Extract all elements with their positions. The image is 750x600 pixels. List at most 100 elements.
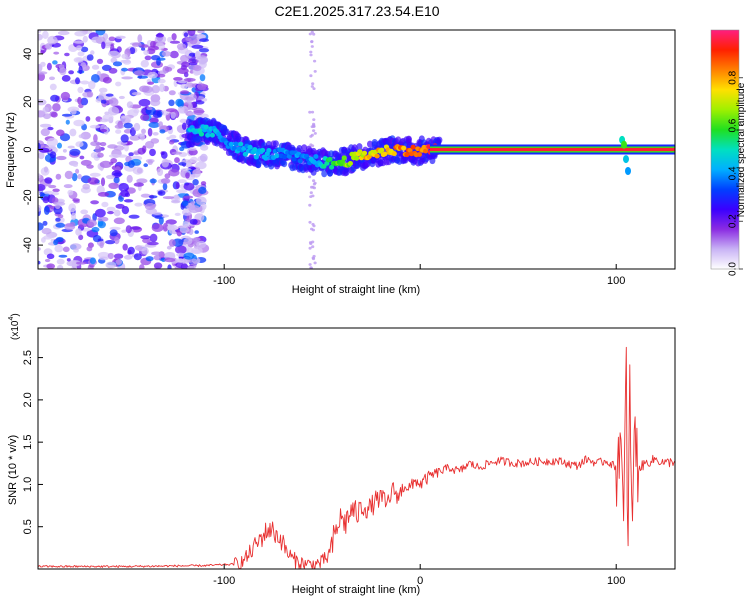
spectrogram-noise-blob <box>143 49 149 56</box>
spectrogram-noise-blob <box>121 76 133 80</box>
spectrogram-ridge-blob <box>252 147 258 152</box>
spectrogram-noise-blob <box>188 228 194 235</box>
spectrogram-noise-blob <box>148 195 158 199</box>
spectrogram-noise-blob <box>311 257 316 261</box>
spectrogram-noise-blob <box>38 222 44 231</box>
spectrogram-noise-blob <box>177 67 189 74</box>
figure-title: C2E1.2025.317.23.54.E10 <box>274 3 439 19</box>
spectrogram-noise-blob <box>183 77 196 82</box>
spectrogram-noise-blob <box>131 92 142 96</box>
spectrogram-noise-blob <box>42 106 49 113</box>
spectrogram-noise-blob <box>161 151 168 159</box>
spectrogram-ridge-blob <box>354 155 360 161</box>
spectrogram-ridge-blob <box>313 154 319 159</box>
spectrogram-ridge-blob <box>205 132 211 138</box>
spectrogram-noise-blob <box>56 258 65 265</box>
spectrogram-noise-blob <box>311 222 315 226</box>
spectrogram-noise-blob <box>183 182 195 191</box>
spectrogram-ridge-blob <box>341 155 347 161</box>
spectrogram-noise-blob <box>90 152 98 159</box>
spectrogram-noise-blob <box>313 261 317 265</box>
spectrogram-noise-blob <box>97 216 109 222</box>
snr-series-line <box>38 346 675 569</box>
spectrogram-noise-blob <box>57 30 70 36</box>
spectrogram-y-label: Frequency (Hz) <box>5 112 17 188</box>
spectrogram-noise-blob <box>147 45 159 51</box>
spectrogram-noise-blob <box>158 216 164 225</box>
spectrogram-noise-blob <box>178 162 187 166</box>
spectrogram-noise-blob <box>120 134 129 143</box>
spectrogram-noise-blob <box>43 190 54 195</box>
spectrogram-noise-blob <box>39 123 52 128</box>
colorbar: 0.0 0.2 0.4 0.6 0.8 Normalized spectral ampl… <box>710 29 747 276</box>
spectrogram-noise-blob <box>90 200 99 205</box>
spectrogram-noise-blob <box>138 98 151 107</box>
spectrogram-noise-blob <box>179 146 185 152</box>
spectrogram-noise-blob <box>114 124 124 129</box>
spectrogram-noise-blob <box>308 32 312 36</box>
spectrogram-noise-blob <box>110 158 118 164</box>
spectrogram-y-tick-label: 40 <box>22 48 34 60</box>
spectrogram-noise-blob <box>310 45 314 48</box>
spectrogram-noise-blob <box>179 118 187 124</box>
spectrogram-noise-blob <box>110 44 115 52</box>
spectrogram-noise-blob <box>174 157 180 164</box>
spectrogram-noise-blob <box>86 164 94 169</box>
spectrogram-noise-blob <box>75 58 83 62</box>
spectrogram-noise-blob <box>98 87 108 93</box>
spectrogram-noise-blob <box>76 45 83 51</box>
spectrogram-noise-blob <box>153 254 162 261</box>
spectrogram-noise-blob <box>53 51 60 55</box>
spectrogram-noise-blob <box>308 175 312 179</box>
spectrogram-noise-blob <box>75 141 84 148</box>
spectrogram-ridge-halo <box>296 145 303 152</box>
spectrogram-noise-blob <box>134 202 143 207</box>
spectrogram-noise-blob <box>97 192 110 197</box>
spectrogram-noise-blob <box>77 96 82 105</box>
spectrogram-noise-blob <box>310 30 314 34</box>
spectrogram-noise-blob <box>140 44 150 48</box>
spectrogram-noise-blob <box>40 128 50 137</box>
spectrogram-noise-blob <box>168 90 176 96</box>
spectrogram-noise-blob <box>86 54 94 61</box>
spectrogram-noise-blob <box>197 30 205 34</box>
spectrogram-noise-blob <box>106 174 115 180</box>
colorbar-tick-label: 0.2 <box>728 214 739 228</box>
spectrogram-noise-blob <box>64 170 74 180</box>
spectrogram-noise-blob <box>139 85 150 93</box>
spectrogram-ridge-blob <box>263 155 269 161</box>
spectrogram-noise-blob <box>140 235 151 240</box>
spectrogram-noise-blob <box>187 30 196 36</box>
spectrogram-ridge-blob <box>410 144 416 150</box>
spectrogram-noise-blob <box>123 122 133 129</box>
spectrogram-noise-blob <box>310 110 315 114</box>
spectrogram-noise-blob <box>89 124 101 129</box>
spectrogram-noise-blob <box>48 184 57 189</box>
spectrogram-noise-blob <box>115 203 125 209</box>
spectrogram-noise-blob <box>133 70 145 76</box>
spectrogram-noise-blob <box>309 53 313 57</box>
spectrogram-noise-blob <box>175 258 185 263</box>
spectrogram-noise-blob <box>113 176 120 184</box>
spectrogram-noise-blob <box>127 249 132 255</box>
spectrogram-noise-blob <box>60 91 71 101</box>
spectrogram-noise-blob <box>38 184 46 191</box>
spectrogram-ridge-blob <box>209 132 215 138</box>
spectrogram-noise-blob <box>97 152 104 158</box>
spectrogram-disturbance-blob <box>623 155 629 164</box>
spectrogram-noise-blob <box>121 53 128 59</box>
spectrogram-ridge-halo <box>281 160 288 168</box>
spectrogram-noise-blob <box>108 67 118 74</box>
spectrogram-noise-blob <box>95 208 106 218</box>
spectrogram-ridge-blob <box>291 156 297 162</box>
spectrogram-noise-blob <box>68 203 77 213</box>
spectrogram-noise-blob <box>192 237 201 242</box>
spectrogram-noise-blob <box>173 77 183 81</box>
spectrogram-noise-blob <box>62 246 70 253</box>
spectrogram-noise-blob <box>98 256 109 261</box>
spectrogram-ridge-blob <box>404 152 410 158</box>
spectrogram-noise-blob <box>47 35 58 45</box>
spectrogram-noise-blob <box>43 205 50 215</box>
spectrogram-noise-blob <box>78 134 85 139</box>
spectrogram-noise-blob <box>146 106 153 111</box>
